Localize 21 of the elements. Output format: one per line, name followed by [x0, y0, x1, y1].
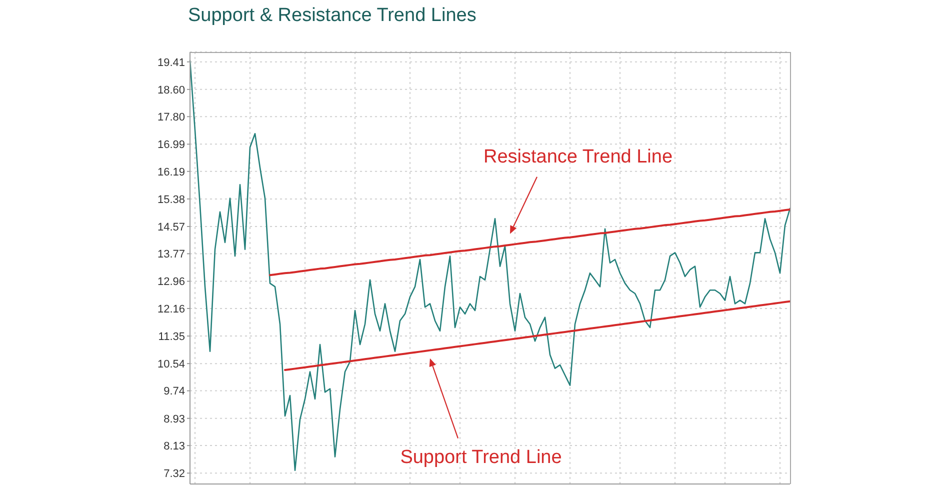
y-tick-label: 9.74 [164, 386, 185, 398]
y-tick-label: 19.41 [157, 56, 185, 69]
y-tick-label: 7.32 [164, 468, 185, 480]
text: Support Trend Line [400, 446, 562, 468]
y-tick-label: 13.77 [157, 248, 185, 261]
line-series [269, 208, 791, 276]
y-tick-label: 8.93 [164, 413, 185, 426]
y-tick-label: 18.60 [157, 84, 185, 96]
y-tick-label: 14.57 [157, 221, 185, 234]
y-tick-label: 16.19 [157, 166, 185, 178]
chart-title: Support & Resistance Trend Lines [188, 5, 476, 27]
line-series [284, 300, 791, 372]
text: Resistance Trend Line [483, 146, 673, 168]
y-tick-label: 8.13 [164, 440, 185, 452]
y-tick-label: 16.99 [157, 139, 185, 152]
y-tick-label: 15.38 [157, 194, 185, 206]
y-tick-label: 10.54 [157, 358, 185, 370]
y-tick-label: 12.96 [157, 276, 185, 288]
y-tick-label: 17.80 [157, 112, 185, 124]
y-tick-label: 12.16 [157, 303, 185, 316]
y-tick-label: 11.35 [158, 330, 185, 343]
